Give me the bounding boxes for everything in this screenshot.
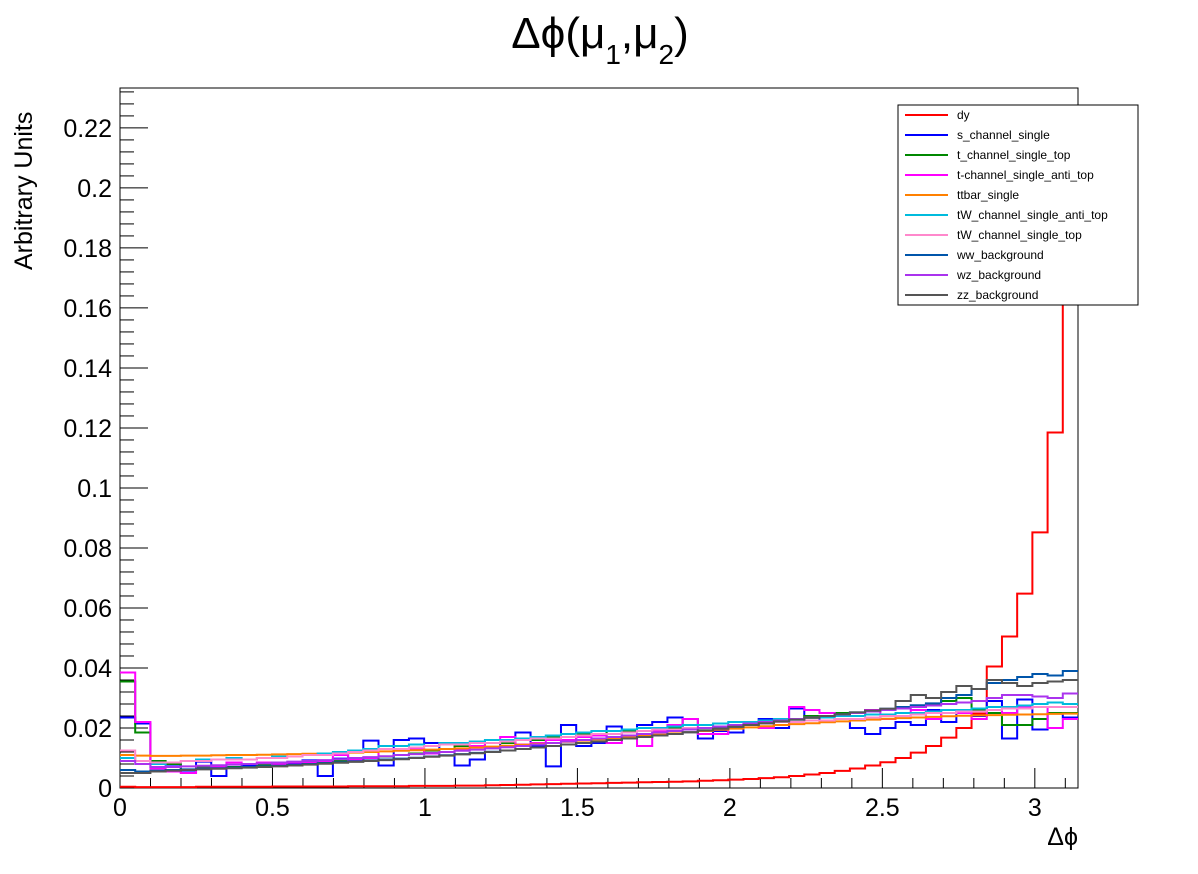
chart-title-close: ) [674, 9, 689, 58]
legend-label-dy: dy [957, 108, 970, 122]
chart-title-sub1: 1 [605, 39, 621, 70]
y-tick-label: 0.04 [63, 655, 112, 683]
legend-label-tw-channel-single-anti-top: tW_channel_single_anti_top [957, 208, 1108, 222]
legend-label-s-channel-single: s_channel_single [957, 128, 1050, 142]
legend-box [897, 104, 1139, 306]
y-tick-label: 0.16 [63, 295, 112, 323]
x-axis-title: Δϕ [1047, 823, 1078, 851]
x-tick-label: 1 [418, 794, 432, 822]
x-tick-label: 2.5 [865, 794, 900, 822]
y-tick-label: 0.06 [63, 595, 112, 623]
series-line-zz-background [120, 678, 1078, 774]
series-line-t-channel-single-top [120, 680, 1078, 771]
chart-title: Δϕ(μ1,μ2) [511, 9, 688, 70]
x-tick-label: 0.5 [255, 794, 290, 822]
series-line-ww-background [120, 669, 1078, 773]
x-tick-label: 0 [113, 794, 127, 822]
y-tick-label: 0.2 [77, 175, 112, 203]
x-tick-label: 1.5 [560, 794, 595, 822]
series-line-dy [120, 156, 1078, 789]
chart-title-sub2: 2 [658, 39, 674, 70]
series-line-tw-channel-single-top [120, 705, 1078, 764]
y-tick-label: 0.14 [63, 355, 112, 383]
y-tick-label: 0.1 [77, 475, 112, 503]
legend-label-t-channel-single-top: t_channel_single_top [957, 148, 1071, 162]
y-tick-label: 0.12 [63, 415, 112, 443]
legend-label-tw-channel-single-top: tW_channel_single_top [957, 228, 1082, 242]
y-tick-label: 0.18 [63, 235, 112, 263]
legend-label-wz-background: wz_background [956, 268, 1041, 282]
legend-items: dy s_channel_single t_channel_single_top t-… [905, 108, 1108, 302]
legend-label-ww-background: ww_background [956, 248, 1044, 262]
x-tick-label: 3 [1028, 794, 1042, 822]
legend-label-t-channel-single-anti-top: t-channel_single_anti_top [957, 168, 1094, 182]
axis-ticks: 0 0.5 1 1.5 2 2.5 3 0 0.02 0.04 0.06 0.08 0.1 0.12 0.1… [63, 91, 1066, 822]
legend-label-zz-background: zz_background [957, 288, 1038, 302]
y-tick-label: 0.22 [63, 115, 112, 143]
chart-title-sep: ,μ [621, 9, 659, 58]
series-line-wz-background [120, 692, 1078, 768]
y-tick-label: 0.02 [63, 715, 112, 743]
y-tick-label: 0.08 [63, 535, 112, 563]
plot-frame [119, 87, 1079, 789]
x-tick-label: 2 [723, 794, 737, 822]
y-axis-title: Arbitrary Units [10, 112, 38, 270]
legend: dy s_channel_single t_channel_single_top t-… [897, 104, 1139, 306]
legend-label-ttbar-single: ttbar_single [957, 188, 1019, 202]
series-group [120, 156, 1078, 789]
y-tick-label: 0 [98, 775, 112, 803]
chart-title-main: Δϕ(μ [511, 9, 605, 58]
